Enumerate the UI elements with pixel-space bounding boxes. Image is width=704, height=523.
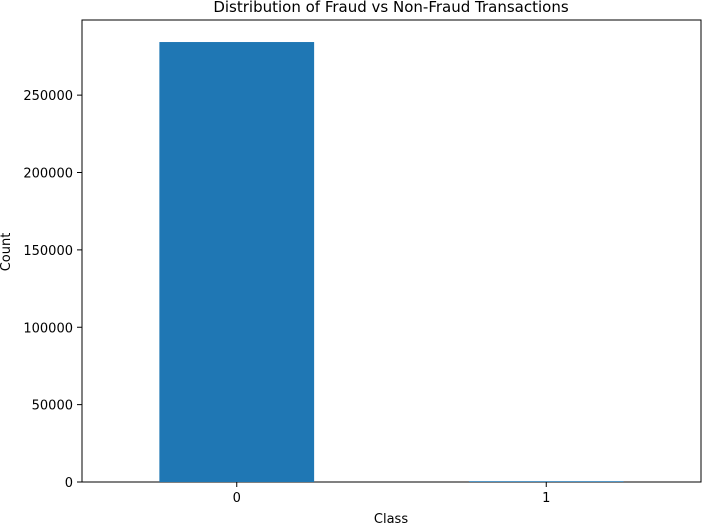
y-tick-label: 100000 — [23, 321, 73, 336]
y-tick-label: 150000 — [23, 244, 73, 259]
y-tick-label: 250000 — [23, 89, 73, 104]
plot-frame — [81, 19, 702, 483]
y-tick-label: 0 — [65, 476, 73, 491]
y-tick-label: 50000 — [32, 399, 73, 414]
x-axis-label: Class — [374, 512, 408, 523]
bar-1 — [468, 481, 624, 482]
plot-area — [81, 19, 702, 483]
chart-title: Distribution of Fraud vs Non-Fraud Trans… — [213, 0, 568, 16]
x-tick-label: 0 — [233, 491, 241, 506]
bar-0 — [159, 42, 315, 483]
y-axis-label: Count — [0, 233, 14, 272]
x-tick-label: 1 — [542, 491, 550, 506]
y-axis: 0 50000 100000 150000 200000 250000 — [23, 89, 82, 491]
bars — [159, 42, 624, 483]
y-tick-label: 200000 — [23, 167, 73, 182]
